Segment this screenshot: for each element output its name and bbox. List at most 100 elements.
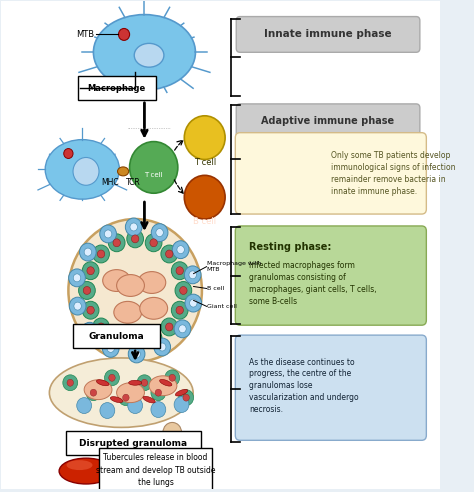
Circle shape — [109, 329, 125, 347]
FancyBboxPatch shape — [235, 335, 426, 440]
Circle shape — [107, 344, 114, 352]
Ellipse shape — [138, 272, 166, 293]
Circle shape — [189, 271, 196, 279]
Circle shape — [145, 329, 162, 347]
Circle shape — [93, 318, 109, 336]
Circle shape — [184, 116, 225, 159]
FancyBboxPatch shape — [235, 133, 426, 214]
Circle shape — [109, 234, 125, 252]
Ellipse shape — [66, 460, 92, 470]
Circle shape — [84, 248, 91, 256]
Text: T cell: T cell — [193, 158, 216, 167]
Circle shape — [163, 423, 182, 442]
Text: Infected macrophages form
granulomas consisting of
macrophages, giant cells, T c: Infected macrophages form granulomas con… — [249, 261, 377, 306]
Circle shape — [82, 301, 99, 319]
Circle shape — [67, 379, 73, 386]
Circle shape — [161, 245, 178, 263]
Circle shape — [158, 343, 166, 351]
FancyBboxPatch shape — [236, 104, 420, 138]
Circle shape — [69, 297, 86, 315]
Text: B cell: B cell — [193, 217, 216, 226]
Circle shape — [86, 385, 101, 400]
Circle shape — [86, 327, 93, 335]
Text: Innate immune phase: Innate immune phase — [264, 30, 392, 39]
Circle shape — [176, 267, 183, 275]
Ellipse shape — [118, 167, 128, 176]
Circle shape — [169, 374, 175, 381]
Circle shape — [131, 338, 139, 346]
Circle shape — [69, 269, 85, 287]
FancyBboxPatch shape — [99, 448, 212, 492]
Circle shape — [180, 286, 187, 294]
Circle shape — [100, 402, 115, 419]
Text: Giant cell: Giant cell — [207, 304, 237, 309]
Ellipse shape — [117, 275, 145, 296]
Circle shape — [100, 225, 117, 243]
Circle shape — [102, 339, 119, 357]
Circle shape — [177, 246, 184, 254]
Circle shape — [128, 398, 143, 413]
Text: Adaptive immune phase: Adaptive immune phase — [262, 116, 395, 126]
Polygon shape — [106, 461, 135, 481]
Circle shape — [113, 239, 120, 247]
Circle shape — [118, 29, 129, 40]
Text: T cell: T cell — [145, 172, 163, 178]
Circle shape — [161, 318, 178, 336]
Circle shape — [151, 385, 166, 400]
Circle shape — [184, 175, 225, 219]
Circle shape — [129, 142, 178, 193]
Circle shape — [127, 333, 144, 351]
Circle shape — [123, 394, 129, 401]
FancyBboxPatch shape — [235, 226, 426, 325]
Circle shape — [133, 350, 140, 358]
Circle shape — [174, 397, 189, 412]
Text: .........................: ......................... — [127, 125, 171, 130]
Circle shape — [184, 266, 201, 284]
Circle shape — [104, 230, 112, 238]
Circle shape — [151, 401, 166, 418]
Ellipse shape — [149, 376, 177, 396]
Circle shape — [165, 250, 173, 258]
Circle shape — [125, 218, 142, 236]
FancyBboxPatch shape — [0, 0, 444, 492]
Ellipse shape — [103, 270, 130, 291]
Text: TCR: TCR — [126, 178, 141, 187]
FancyBboxPatch shape — [73, 324, 160, 348]
Circle shape — [154, 338, 171, 356]
Circle shape — [172, 241, 189, 259]
Ellipse shape — [97, 379, 109, 386]
Circle shape — [128, 345, 145, 363]
Circle shape — [145, 234, 162, 252]
Text: Macrophage: Macrophage — [88, 84, 146, 92]
Ellipse shape — [140, 297, 168, 319]
Circle shape — [141, 379, 148, 386]
Ellipse shape — [155, 437, 190, 487]
Circle shape — [137, 375, 152, 391]
Circle shape — [109, 374, 115, 381]
Ellipse shape — [134, 43, 164, 67]
Ellipse shape — [110, 397, 123, 402]
Circle shape — [97, 250, 105, 258]
Circle shape — [90, 389, 97, 396]
Text: Only some TB patients develop
immunological signs of infection
remainder remove : Only some TB patients develop immunologi… — [331, 151, 456, 195]
Text: MTB: MTB — [76, 30, 94, 39]
Circle shape — [68, 219, 202, 362]
Circle shape — [131, 235, 139, 243]
Circle shape — [105, 370, 119, 386]
Circle shape — [80, 243, 96, 261]
Circle shape — [82, 262, 99, 279]
Circle shape — [150, 239, 157, 247]
FancyBboxPatch shape — [78, 76, 155, 100]
Text: Tubercules release in blood
stream and develop TB outside
the lungs: Tubercules release in blood stream and d… — [96, 453, 215, 487]
Text: Resting phase:: Resting phase: — [249, 242, 332, 252]
Circle shape — [130, 223, 137, 231]
Circle shape — [64, 149, 73, 158]
Ellipse shape — [114, 302, 142, 323]
Ellipse shape — [59, 458, 113, 484]
Circle shape — [73, 274, 81, 282]
Circle shape — [127, 230, 144, 248]
Circle shape — [79, 281, 95, 300]
Ellipse shape — [45, 140, 119, 199]
Ellipse shape — [93, 15, 195, 90]
Ellipse shape — [49, 358, 193, 428]
